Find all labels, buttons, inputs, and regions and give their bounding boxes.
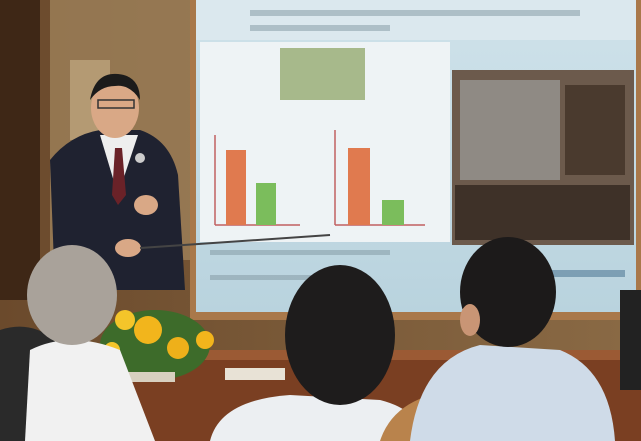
flower: [115, 310, 135, 330]
chart-bar: [256, 183, 276, 225]
speaker-tie: [112, 148, 126, 205]
chart-bar: [382, 200, 404, 225]
slide-text-line: [250, 10, 580, 16]
wall-panel: [0, 0, 40, 300]
microphone: [135, 153, 145, 163]
slide-text-area: [196, 0, 636, 40]
slide-photo-machine: [565, 85, 625, 175]
slide-photo-floor: [455, 185, 630, 240]
slide-text-line: [210, 275, 330, 280]
chart-bar: [226, 150, 246, 225]
monitor: [620, 290, 641, 390]
audience-head: [27, 245, 117, 345]
slide-logo-text: [530, 270, 625, 277]
slide-image: [280, 48, 365, 100]
flower: [196, 331, 214, 349]
audience-shirt: [25, 340, 155, 441]
audience-shirt: [210, 395, 425, 441]
slide-text-line: [250, 25, 390, 31]
audience-head: [285, 265, 395, 405]
speaker-hand: [115, 239, 141, 257]
audience-shirt: [410, 345, 615, 441]
audience-ear: [460, 304, 480, 336]
flower: [167, 337, 189, 359]
paper: [225, 368, 285, 380]
speaker-hair: [90, 73, 140, 100]
flower-pot: [125, 372, 175, 382]
audience-head: [460, 237, 556, 347]
speaker-glasses: [97, 99, 135, 109]
flower: [134, 316, 162, 344]
chart-bar: [348, 148, 370, 225]
slide-photo-machine: [460, 80, 560, 180]
speaker-hand: [134, 195, 158, 215]
slide-text-line: [210, 250, 390, 255]
pointer-stick: [139, 234, 331, 249]
